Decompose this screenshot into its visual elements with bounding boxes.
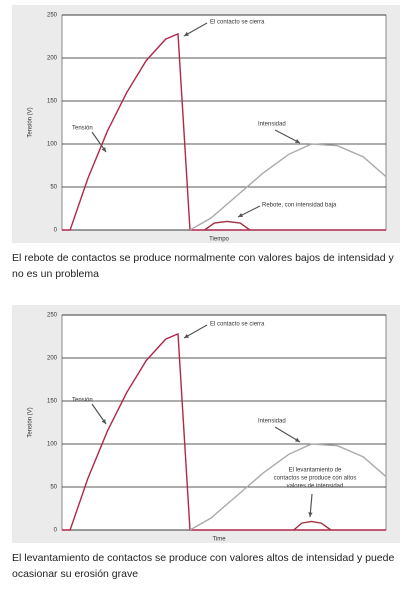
y-tick-label: 250 <box>47 313 58 319</box>
annotation: El contacto se cierra <box>210 322 265 328</box>
arrow-head <box>101 419 106 424</box>
series-line <box>204 220 251 231</box>
y-axis-label: Tensión (V) <box>28 407 34 437</box>
annotation: Intensidad <box>258 122 286 128</box>
series-line <box>293 520 332 531</box>
y-tick-label: 0 <box>54 528 58 534</box>
y-tick-label: 150 <box>47 399 58 405</box>
annotation: valores de intensidad <box>287 484 344 490</box>
y-tick-label: 200 <box>47 56 58 62</box>
caption: El levantamiento de contactos se produce… <box>12 552 395 580</box>
x-axis-label: Time <box>212 537 226 543</box>
annotation: Rebote, con intensidad baja <box>262 203 337 209</box>
series-line <box>189 143 387 231</box>
caption: El rebote de contactos se produce normal… <box>12 252 394 280</box>
y-axis-label: Tensión (V) <box>28 107 34 137</box>
arrow-head <box>184 31 189 36</box>
y-tick-label: 150 <box>47 99 58 105</box>
y-tick-label: 250 <box>47 13 58 19</box>
arrow-head <box>295 139 300 143</box>
y-tick-label: 0 <box>54 228 58 234</box>
series-line <box>62 32 386 231</box>
y-tick-label: 100 <box>47 142 58 148</box>
annotation: Tensión <box>72 126 93 132</box>
annotation: Intensidad <box>258 419 286 425</box>
y-tick-label: 50 <box>50 485 57 491</box>
annotation-arrow <box>274 129 301 144</box>
arrow-head <box>184 333 189 338</box>
series-line <box>189 443 387 531</box>
plot-area <box>61 14 387 231</box>
x-axis-label: Tiempo <box>209 237 229 243</box>
y-tick-label: 100 <box>47 442 58 448</box>
annotation: El levantamiento de <box>289 468 342 474</box>
arrow-head <box>238 213 243 217</box>
plot-area <box>61 314 387 531</box>
series-line <box>62 332 386 531</box>
arrow-head <box>101 147 106 152</box>
annotation: El contacto se cierra <box>210 20 265 26</box>
y-tick-label: 50 <box>50 185 57 191</box>
y-tick-label: 200 <box>47 356 58 362</box>
arrow-head <box>308 512 313 517</box>
annotation-arrow <box>274 426 301 443</box>
annotation: contactos se produce con altos <box>274 476 357 482</box>
arrow-head <box>295 437 300 442</box>
annotation: Tensión <box>72 398 93 404</box>
